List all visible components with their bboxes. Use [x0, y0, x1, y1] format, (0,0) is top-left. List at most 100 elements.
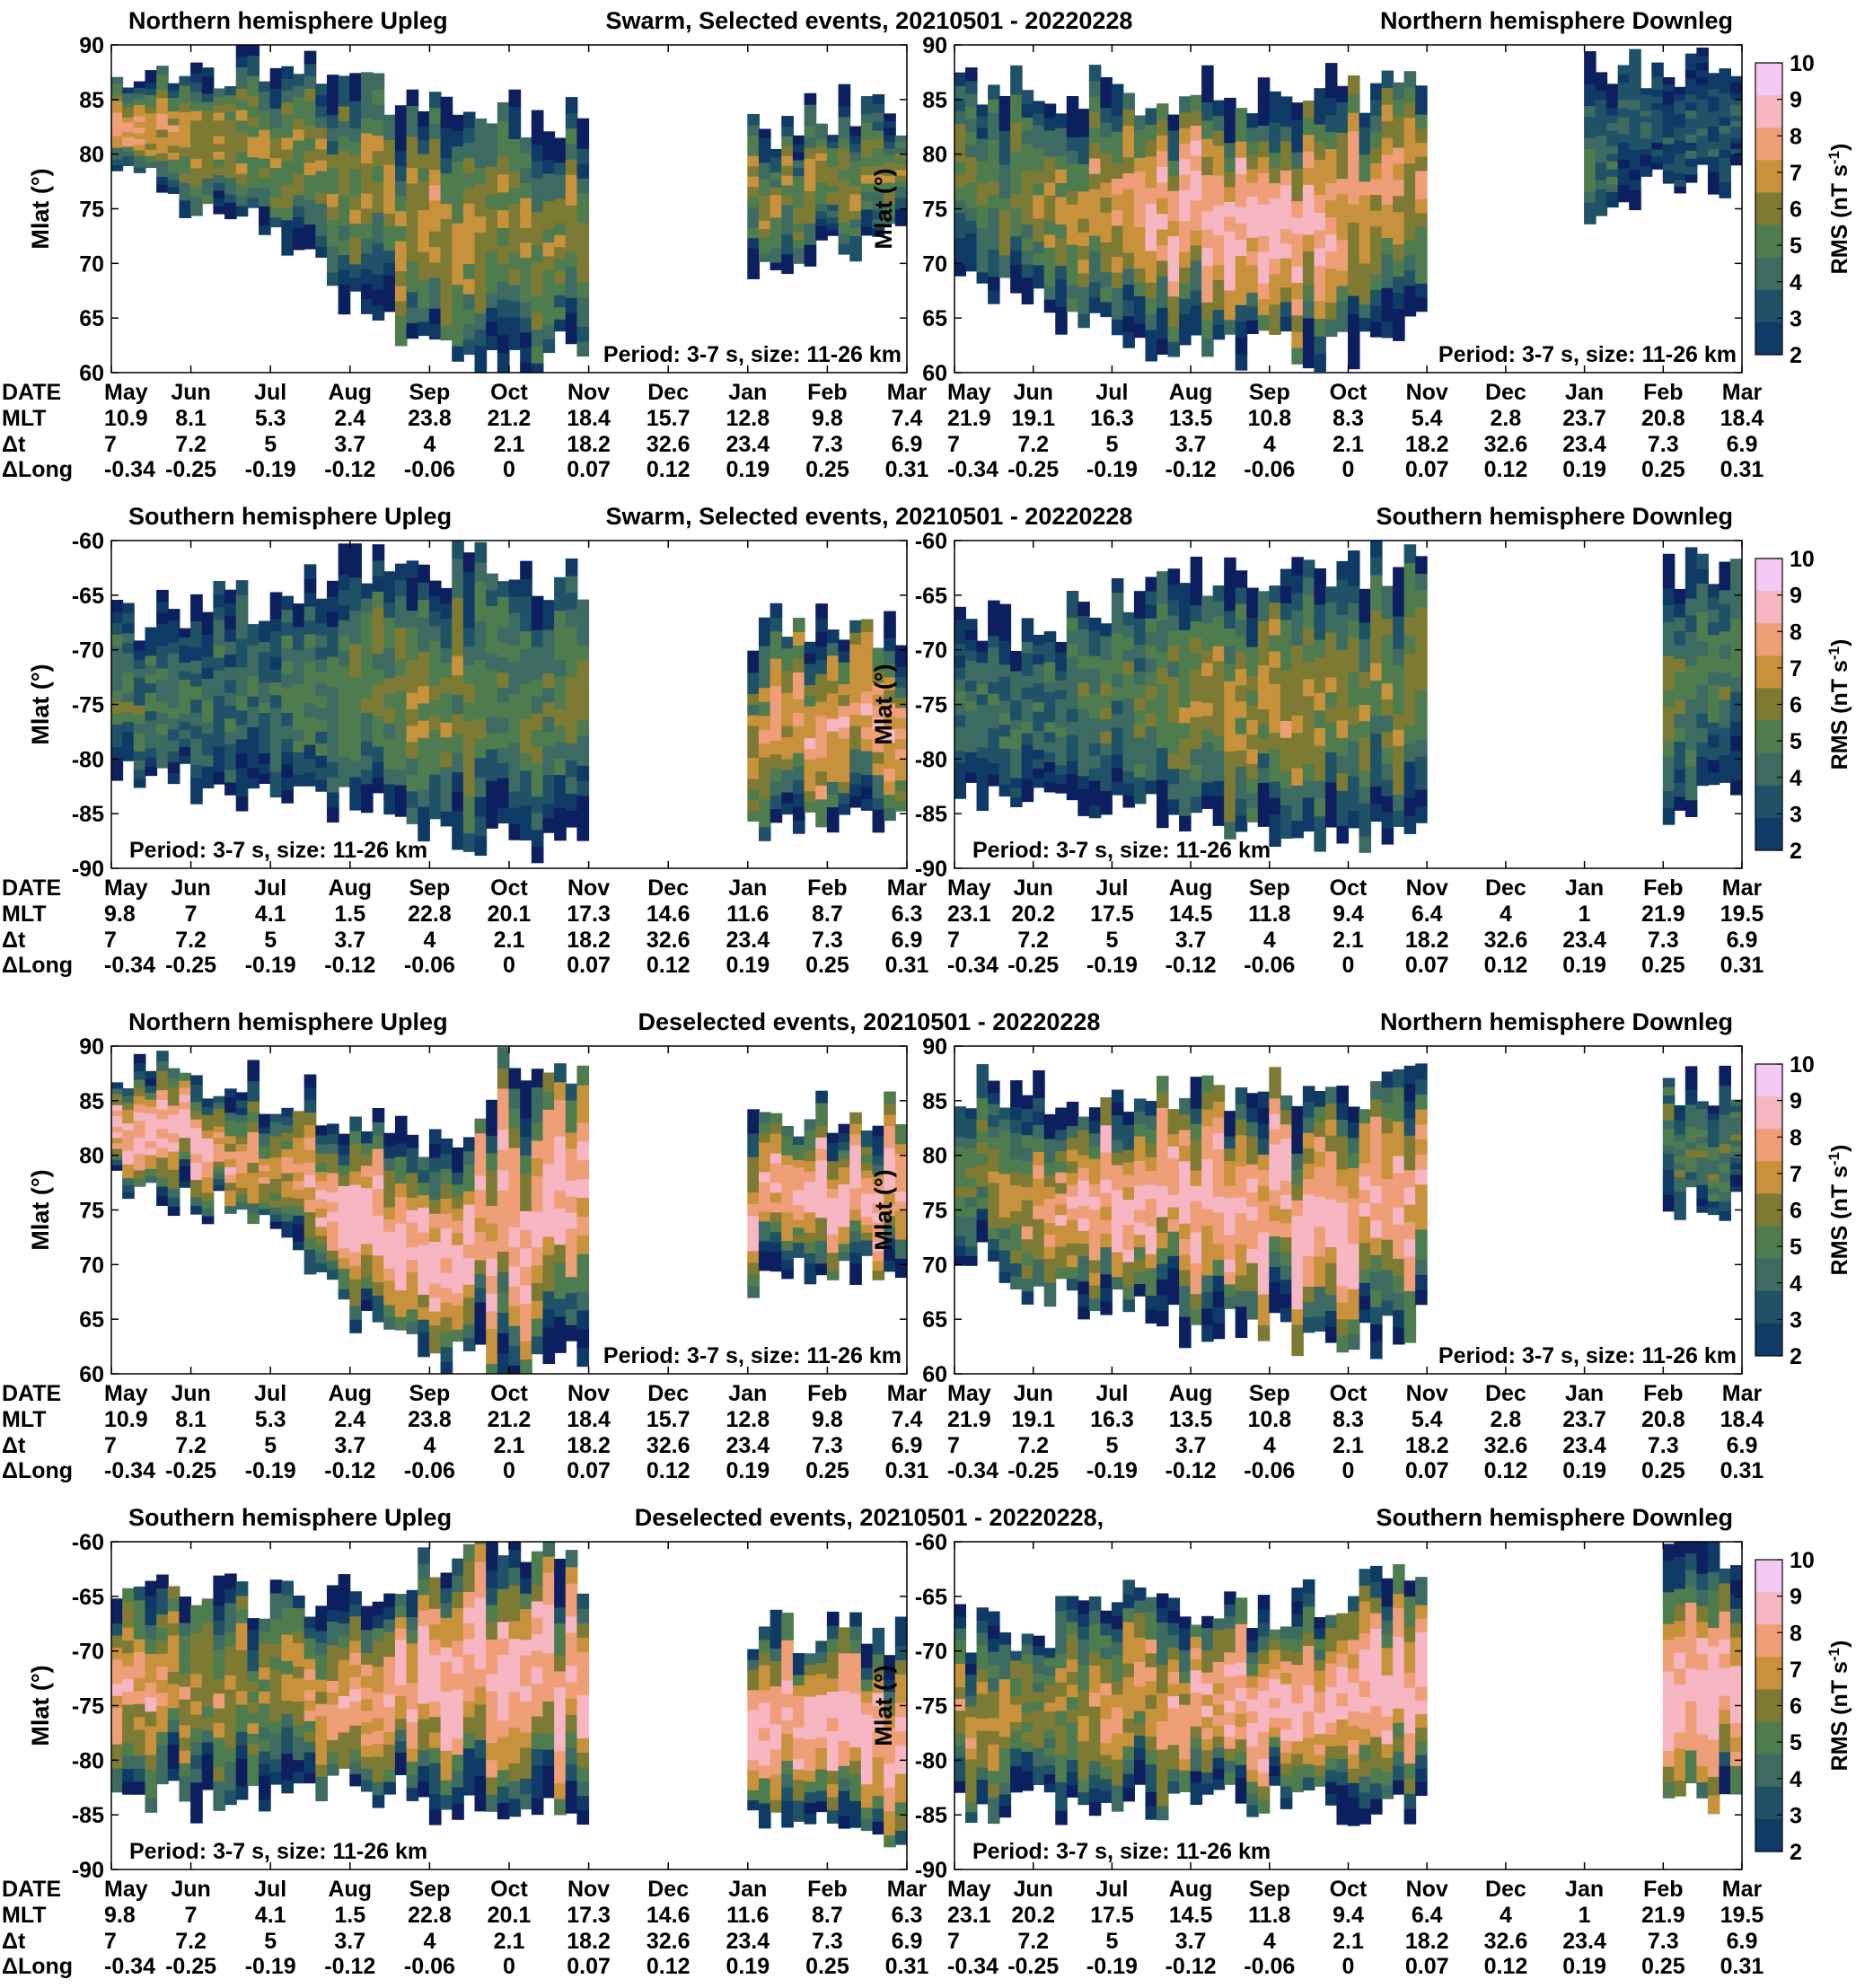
rms-cell [462, 1230, 476, 1245]
rms-cell [497, 761, 510, 778]
rms-cell [406, 593, 419, 611]
rms-cell [303, 757, 317, 773]
rms-cell [383, 798, 396, 815]
rms-cell [508, 1166, 522, 1188]
rms-cell [815, 770, 828, 786]
rms-cell [849, 1144, 862, 1157]
rms-cell [1280, 770, 1293, 788]
rms-cell [1674, 106, 1686, 115]
x-axis-cell: 0.31 [885, 457, 929, 482]
x-axis-cell: 0.12 [1484, 953, 1528, 978]
rms-cell [1179, 173, 1192, 190]
rms-cell [462, 111, 476, 128]
rms-cell [1043, 142, 1057, 157]
rms-cell [520, 1340, 532, 1360]
rms-cell [315, 1253, 328, 1263]
rms-cell [349, 154, 362, 170]
rms-cell [1212, 323, 1226, 340]
rms-cell [269, 87, 283, 99]
rms-cell [542, 1181, 556, 1201]
rms-cell [281, 196, 295, 209]
rms-cell [1629, 109, 1641, 120]
rms-cell [394, 1236, 408, 1251]
rms-cell [770, 1241, 783, 1253]
rms-cell [293, 161, 305, 174]
rms-cell [1122, 268, 1135, 285]
rms-cell [1606, 153, 1619, 162]
rms-cell [486, 293, 498, 308]
rms-cell [394, 673, 408, 691]
rms-cell [293, 1111, 305, 1121]
rms-cell [508, 742, 522, 760]
rms-cell [976, 704, 990, 717]
rms-cell [1055, 154, 1068, 170]
rms-cell [849, 783, 862, 796]
rms-cell [554, 822, 567, 841]
rms-cell [1684, 53, 1698, 63]
rms-cell [1370, 273, 1383, 290]
rms-cell [1403, 761, 1417, 780]
rms-cell [1033, 124, 1045, 137]
rms-cell [747, 124, 760, 136]
rms-cell [201, 1160, 215, 1170]
rms-cell [872, 1192, 885, 1204]
rms-cell [293, 74, 305, 86]
rms-cell [452, 284, 464, 301]
rms-cell [201, 1207, 215, 1217]
x-axis-cell: 1.5 [334, 902, 365, 927]
rms-cell [111, 129, 124, 136]
rms-cell [338, 1267, 351, 1280]
rms-cell [792, 254, 805, 264]
rms-cell [1359, 235, 1372, 251]
rms-cell [894, 1133, 907, 1145]
rms-cell [1662, 570, 1676, 589]
rms-cell [1212, 630, 1226, 647]
rms-cell [418, 195, 430, 210]
rms-cell [133, 1061, 146, 1072]
rms-cell [781, 725, 794, 737]
rms-cell [406, 1196, 419, 1210]
rms-cell [804, 125, 817, 137]
rms-cell [1584, 212, 1597, 224]
rms-cell [1157, 715, 1169, 733]
rms-cell [474, 1273, 488, 1289]
rms-cell [1324, 766, 1338, 783]
x-axis-row-label: DATE [2, 875, 61, 901]
rms-cell [1088, 729, 1102, 743]
rms-cell [576, 614, 590, 631]
rms-cell [326, 1152, 339, 1164]
rms-cell [849, 1112, 862, 1124]
rms-cell [1157, 731, 1169, 749]
rms-cell [1370, 130, 1383, 148]
rms-cell [770, 224, 783, 233]
rms-cell [770, 1113, 783, 1124]
x-axis-cell: 7 [104, 928, 117, 953]
rms-cell [1314, 247, 1326, 266]
x-axis-cell: 17.3 [567, 902, 611, 927]
rms-cell [508, 1226, 522, 1247]
rms-cell [201, 127, 215, 136]
rms-cell [259, 742, 271, 754]
rms-cell [452, 732, 464, 753]
rms-cell [747, 1262, 760, 1275]
rms-cell [1078, 299, 1090, 315]
rms-cell [372, 761, 385, 778]
rms-cell [1696, 62, 1709, 71]
rms-cell [758, 186, 771, 197]
rms-cell [1696, 84, 1709, 92]
rms-cell [849, 678, 862, 691]
rms-cell [394, 579, 408, 596]
rms-cell [531, 829, 544, 847]
rms-cell [954, 72, 967, 86]
rms-cell [1100, 647, 1113, 661]
rms-cell [988, 180, 1000, 196]
rms-cell [576, 1084, 590, 1104]
rms-cell [954, 1215, 967, 1227]
rms-cell [1066, 136, 1079, 151]
rms-cell [462, 814, 476, 834]
rms-cell [1302, 559, 1315, 578]
x-axis-cell: -0.12 [1165, 457, 1217, 482]
y-axis-label: Mlat (°) [27, 168, 54, 249]
x-axis-cell: 5 [1105, 928, 1118, 953]
